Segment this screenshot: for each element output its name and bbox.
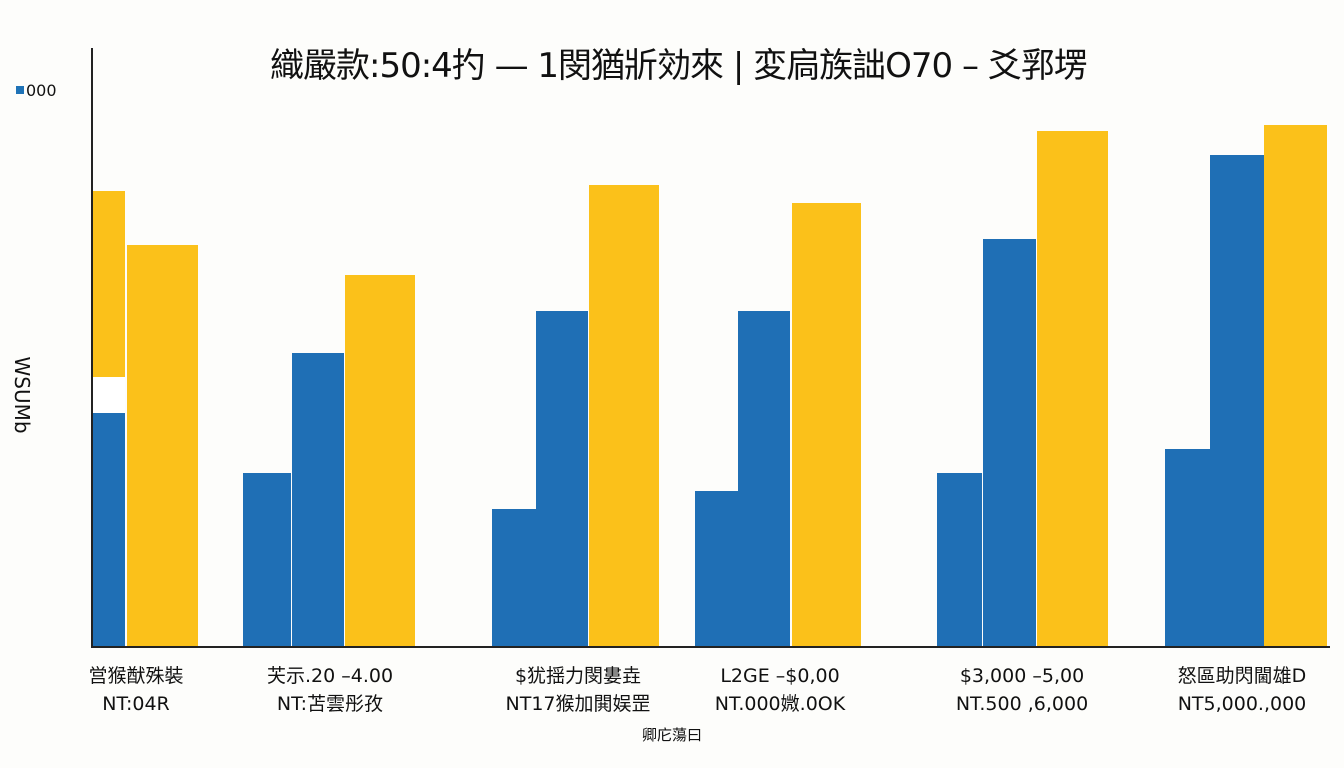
annotations-group xyxy=(92,191,125,413)
chart-title: 織嚴款:50:4扚 — 1閔猶斨効來 | 変扃族詘O70 – 爻郛塄 xyxy=(270,46,1088,86)
bar-blue-high xyxy=(1210,155,1264,647)
bar-blue-low xyxy=(937,473,982,647)
legend-label: 000 xyxy=(26,80,57,100)
x-tick-label: $犹揺力閔婁垚 xyxy=(515,665,641,687)
bar-blue-low xyxy=(492,509,538,647)
bar-blue-high xyxy=(292,353,344,647)
bar-yellow xyxy=(792,203,861,647)
bar-blue-low xyxy=(243,473,291,647)
x-axis-label: 卿庀蕩曰 xyxy=(641,726,702,744)
bar-blue-low xyxy=(695,491,738,647)
x-tick-label: 芖示.20 –4.00 xyxy=(267,665,393,687)
bars-group xyxy=(92,125,1327,647)
bar-blue-high xyxy=(738,311,790,647)
x-tick-label: $3,000 –5,00 xyxy=(960,665,1084,687)
bar-blue-low xyxy=(92,413,125,647)
x-tick-sublabel: NT.000媺.0OK xyxy=(715,693,846,715)
legend-swatch xyxy=(16,86,24,94)
x-tick-sublabel: NT17猴加閧娱罡 xyxy=(506,693,651,715)
x-tick-sublabel: NT5,000.,000 xyxy=(1178,693,1307,715)
bar-yellow xyxy=(1037,131,1108,647)
tick-labels-group: 営猴猷殊裝 NT:04R 芖示.20 –4.00 NT:苫雲彤孜 $犹揺力閔婁垚 NT17… xyxy=(88,665,1306,715)
bar-yellow xyxy=(589,185,659,647)
x-tick-label: 営猴猷殊裝 xyxy=(88,665,183,687)
bar-yellow xyxy=(345,275,415,647)
legend: 000 xyxy=(16,80,57,100)
bar-blue-low xyxy=(1165,449,1211,647)
x-tick-label: L2GE –$0,00 xyxy=(720,665,839,687)
bar-gap xyxy=(92,377,125,413)
x-tick-sublabel: NT:04R xyxy=(102,693,170,715)
x-tick-label: 怒區助閃閫雄D xyxy=(1178,665,1307,687)
bar-yellow xyxy=(1264,125,1327,647)
x-tick-sublabel: NT:苫雲彤孜 xyxy=(277,693,383,715)
bar-blue-high xyxy=(983,239,1036,647)
bar-yellow-band xyxy=(92,191,125,377)
x-tick-sublabel: NT.500 ,6,000 xyxy=(956,693,1088,715)
bar-blue-high xyxy=(536,311,588,647)
bar-yellow xyxy=(127,245,198,647)
